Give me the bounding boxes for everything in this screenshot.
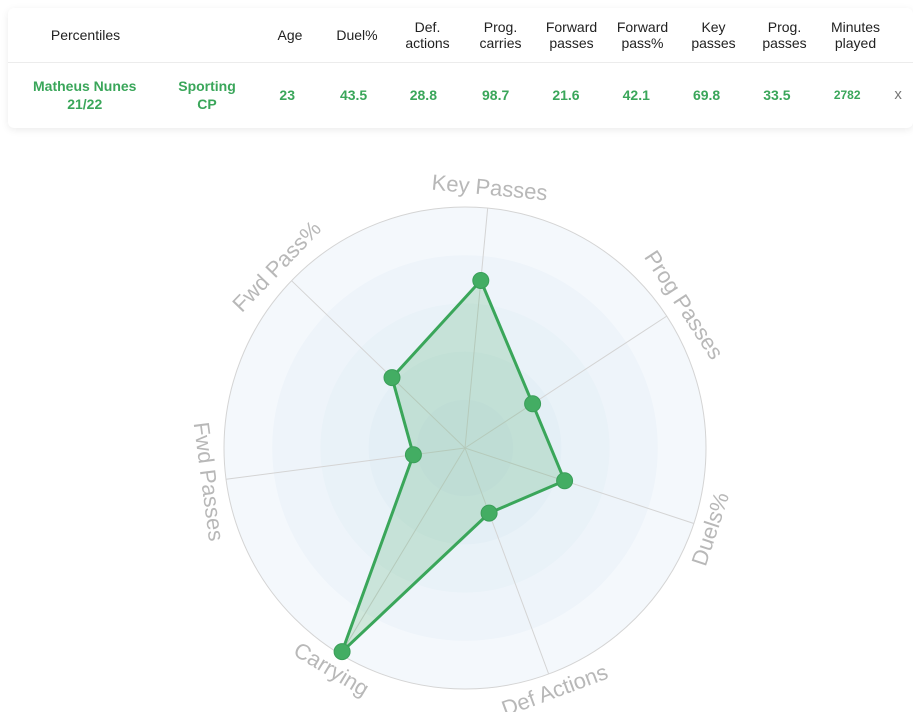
radar-spoke: [291, 280, 466, 449]
radar-point-carrying[interactable]: [333, 643, 351, 661]
header-duel-pct[interactable]: Duel%: [336, 27, 378, 43]
value-minutes-played: 2782: [833, 88, 861, 102]
radar-series: [333, 272, 574, 661]
axis-label-fwd-passes: Fwd Passes: [189, 420, 229, 542]
radar-point-duels[interactable]: [556, 472, 574, 490]
radar-spokes: [225, 208, 695, 675]
value-prog-carries: 98.7: [482, 87, 510, 103]
radar-point-fwd-pass[interactable]: [383, 369, 401, 387]
header-prog-passes[interactable]: Prog. passes: [762, 19, 807, 51]
header-key-passes[interactable]: Key passes: [691, 19, 736, 51]
radar-spoke: [225, 447, 466, 480]
radar-spoke: [464, 315, 667, 449]
value-age: 23: [279, 87, 295, 103]
radar-spoke: [464, 447, 695, 524]
radar-spoke: [464, 208, 489, 449]
header-age[interactable]: Age: [277, 27, 303, 43]
axis-label-key-passes: Key Passes: [431, 170, 549, 206]
radar-spoke: [464, 447, 550, 675]
stats-table-card: Percentiles Age Duel% Def. actions Prog.…: [8, 8, 913, 128]
stats-table-header: Percentiles Age Duel% Def. actions Prog.…: [8, 8, 913, 63]
radar-point-key-passes[interactable]: [472, 272, 490, 289]
radar-point-def-actions[interactable]: [480, 504, 498, 522]
value-key-passes: 69.8: [692, 87, 721, 103]
header-percentiles: Percentiles: [50, 27, 121, 43]
value-duel-pct: 43.5: [339, 87, 368, 103]
header-forward-pass-pct[interactable]: Forward pass%: [616, 19, 669, 51]
remove-row-button[interactable]: x: [894, 86, 902, 103]
radar-point-prog-passes[interactable]: [524, 395, 542, 413]
header-minutes-played[interactable]: Minutes played: [830, 19, 881, 51]
table-row: Matheus Nunes 21/22 Sporting CP 23 43.5 …: [8, 63, 913, 127]
header-def-actions[interactable]: Def. actions: [405, 19, 450, 51]
team-name[interactable]: Sporting CP: [178, 78, 236, 112]
radar-spoke: [340, 447, 466, 655]
value-forward-passes: 21.6: [552, 87, 580, 103]
header-forward-passes[interactable]: Forward passes: [545, 19, 598, 51]
value-forward-pass-pct: 42.1: [622, 87, 650, 103]
player-name[interactable]: Matheus Nunes 21/22: [33, 78, 137, 112]
value-def-actions: 28.8: [409, 87, 437, 103]
value-prog-passes: 33.5: [763, 87, 791, 103]
header-prog-carries[interactable]: Prog. carries: [479, 19, 522, 51]
radar-point-fwd-passes[interactable]: [404, 446, 422, 464]
